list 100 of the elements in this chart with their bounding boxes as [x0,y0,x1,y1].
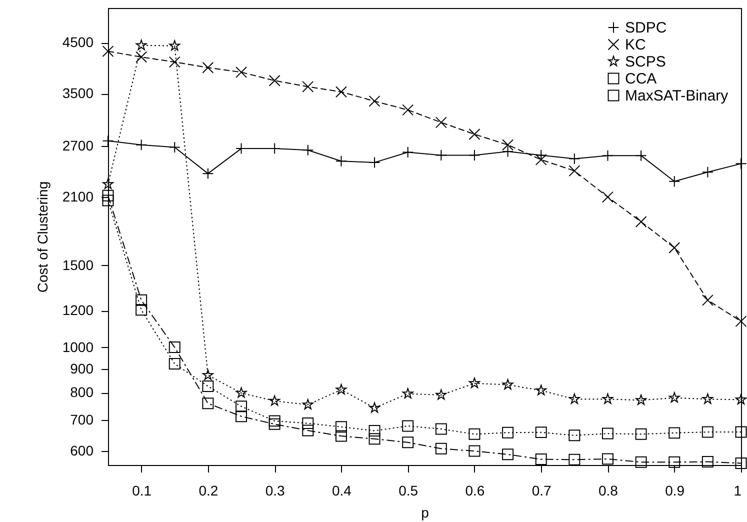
point [102,194,114,206]
point [702,393,714,404]
point [102,190,114,202]
point [635,456,647,468]
point [502,139,514,151]
point [268,74,280,86]
point [468,428,480,440]
x-tick-label: 0.7 [532,482,552,498]
point [568,165,580,177]
y-tick-label: 1000 [62,338,94,355]
y-axis-title: Cost of Clustering [34,181,50,293]
x-tick-label: 0.6 [465,482,485,498]
point [102,46,114,58]
point [168,358,180,370]
point [202,380,214,392]
point [435,116,447,128]
y-tick-label: 1200 [62,302,94,318]
point [368,425,380,437]
point [668,242,680,254]
point [136,294,148,306]
point [369,402,380,413]
legend-label: SCPS [625,54,666,70]
x-tick-label: 1 [734,482,742,498]
point [136,304,148,316]
point [302,418,314,430]
point [468,378,480,388]
y-tick-label: 900 [70,360,94,376]
y-tick-label: 3500 [62,85,94,102]
point [568,454,580,466]
point [536,384,547,396]
point [736,394,746,404]
point [468,445,480,457]
point [302,424,314,436]
point [202,398,214,410]
point [402,436,414,448]
y-tick-label: 4500 [62,34,94,50]
x-tick-label: 0.1 [132,482,152,498]
point [402,420,414,432]
point [269,395,280,406]
legend-label: SDPC [625,20,667,36]
legend-label: CCA [625,70,657,88]
point [236,400,248,412]
point [336,384,347,394]
x-tick-label: 0.5 [398,482,418,498]
point [602,453,614,465]
x-tick-label: 0.3 [265,482,286,498]
point [236,66,248,78]
y-tick-label: 600 [70,442,94,459]
point [236,410,248,422]
point [302,398,314,410]
point [502,448,514,460]
x-tick-label: 0.4 [332,482,352,498]
point [635,216,647,228]
point [335,421,347,433]
y-tick-label: 700 [70,411,94,428]
point [202,370,214,380]
point [668,392,680,403]
x-axis-title: p [421,504,430,520]
point [502,426,514,438]
point [735,316,747,328]
y-tick-label: 2100 [62,188,94,205]
point [635,428,647,440]
point [735,457,747,469]
point [702,294,714,306]
point [668,456,680,468]
legend-label: KC [625,36,646,54]
point [535,154,547,166]
point [368,433,380,445]
x-tick-label: 0.2 [198,482,218,498]
point [236,387,247,398]
point [335,430,347,442]
point [668,427,680,439]
point [602,191,614,203]
point [368,95,380,107]
point [402,104,414,116]
point [602,428,614,440]
point [535,426,547,438]
point [102,178,114,189]
y-tick-label: 2700 [62,138,94,154]
point [202,62,214,74]
point [435,423,447,435]
x-tick-label: 0.9 [665,482,685,498]
point [268,418,280,430]
point [402,388,414,398]
point [535,454,547,466]
point [169,40,180,51]
point [636,394,647,405]
y-tick-label: 1500 [62,256,94,273]
point [335,86,347,98]
point [435,442,447,454]
point [502,379,514,390]
legend-label: MaxSAT-Binary [625,88,729,104]
y-tick-label: 800 [70,384,94,400]
point [136,51,148,63]
point [436,389,447,400]
point [602,393,614,404]
point [735,426,747,438]
point [168,56,180,68]
x-tick-label: 0.8 [598,482,618,498]
point [136,40,147,50]
